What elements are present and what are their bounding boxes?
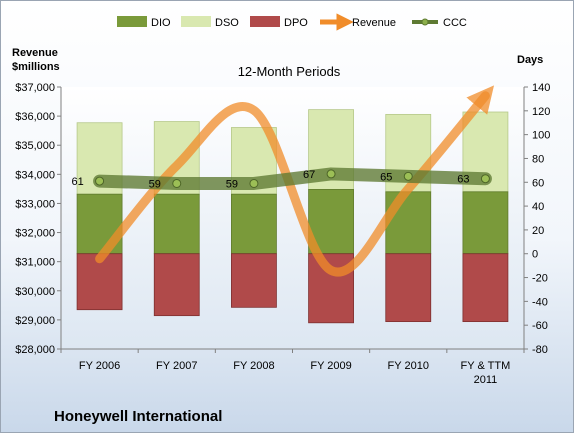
legend-label-ccc: CCC	[443, 17, 467, 29]
bar-dpo	[385, 253, 432, 323]
ccc-data-label: 63	[457, 174, 469, 186]
right-axis-tick-label: 0	[532, 249, 538, 261]
bar-dpo	[308, 253, 354, 324]
ccc-data-label: 61	[71, 176, 83, 188]
right-axis-label: Days	[517, 54, 543, 66]
bar-dio	[385, 191, 432, 255]
x-axis-category-label: FY & TTM 2011	[461, 360, 511, 386]
revenue-point	[253, 110, 254, 111]
left-axis-tick-label: $37,000	[15, 82, 55, 94]
legend-item-ccc: CCC	[412, 17, 467, 29]
ccc-point	[403, 171, 413, 181]
bar-dio	[462, 191, 509, 255]
revenue-point	[99, 258, 100, 259]
legend-item-dso: DSO	[181, 16, 239, 29]
ccc-point	[172, 178, 182, 188]
legend-marker-ccc	[421, 18, 429, 26]
right-axis-tick-label: 20	[532, 225, 544, 237]
legend: DIO DSO DPO Revenue CCC	[117, 13, 467, 31]
company-name: Honeywell International	[54, 408, 222, 425]
left-axis-tick-label: $30,000	[15, 286, 55, 298]
right-axis-tick-label: 40	[532, 201, 544, 213]
ccc-point	[480, 174, 490, 184]
left-axis-tick-label: $35,000	[15, 140, 55, 152]
left-axis-label-line1: Revenue	[12, 47, 58, 59]
bar-dio	[153, 193, 200, 255]
ccc-data-label: 67	[303, 169, 315, 181]
right-axis-tick-label: -40	[532, 296, 548, 308]
bar-dpo	[231, 253, 277, 308]
legend-label-dio: DIO	[151, 17, 171, 29]
left-axis-label-line2: $millions	[12, 61, 60, 73]
ccc-data-label: 65	[380, 171, 392, 183]
left-axis-tick-label: $34,000	[15, 169, 55, 181]
ccc-data-label: 59	[149, 178, 161, 190]
revenue-point	[176, 165, 177, 166]
legend-item-revenue: Revenue	[320, 13, 396, 31]
ccc-line	[93, 167, 492, 190]
bar-dpo	[462, 253, 509, 323]
legend-swatch-dio	[117, 16, 147, 27]
right-axis-tick-label: -80	[532, 344, 548, 356]
x-axis-category-label: FY 2008	[233, 360, 274, 372]
right-axis-tick-label: 80	[532, 153, 544, 165]
axes-layer: $28,000 $29,000 $30,000 $31,000 $32,000 $33,0…	[15, 82, 550, 386]
ccc-point	[326, 169, 336, 179]
revenue-point	[485, 95, 486, 96]
right-axis-tick-label: -20	[532, 273, 548, 285]
left-axis-tick-label: $29,000	[15, 315, 55, 327]
ccc-point	[249, 178, 259, 188]
right-axis-tick-label: 140	[532, 82, 550, 94]
x-axis-category-label: FY 2006	[79, 360, 120, 372]
chart-title: 12-Month Periods	[238, 64, 341, 79]
ccc-point	[95, 176, 105, 186]
x-axis-category-label: FY 2007	[156, 360, 197, 372]
legend-label-dso: DSO	[215, 17, 239, 29]
right-axis-tick-label: -60	[532, 320, 548, 332]
x-axis-category-label: FY 2010	[388, 360, 429, 372]
legend-label-dpo: DPO	[284, 17, 308, 29]
left-axis-tick-label: $33,000	[15, 198, 55, 210]
legend-swatch-dpo	[250, 16, 280, 27]
ccc-data-label: 59	[226, 178, 238, 190]
legend-label-revenue: Revenue	[352, 17, 396, 29]
right-axis-tick-label: 120	[532, 106, 550, 118]
bar-dio	[231, 193, 277, 255]
legend-swatch-dso	[181, 16, 211, 27]
revenue-point	[331, 270, 332, 271]
legend-item-dio: DIO	[117, 16, 171, 29]
lines-layer: 61 59 59 67 65 63	[71, 85, 495, 277]
legend-item-dpo: DPO	[250, 16, 308, 29]
right-axis-tick-label: 60	[532, 177, 544, 189]
left-axis-tick-label: $28,000	[15, 344, 55, 356]
x-axis-category-label: FY 2009	[310, 360, 351, 372]
left-axis-tick-label: $36,000	[15, 111, 55, 123]
plot-area	[61, 87, 524, 349]
bar-dpo	[153, 253, 200, 317]
left-axis-tick-label: $32,000	[15, 228, 55, 240]
left-axis-tick-label: $31,000	[15, 257, 55, 269]
right-axis-tick-label: 100	[532, 130, 550, 142]
revenue-point	[408, 188, 409, 189]
